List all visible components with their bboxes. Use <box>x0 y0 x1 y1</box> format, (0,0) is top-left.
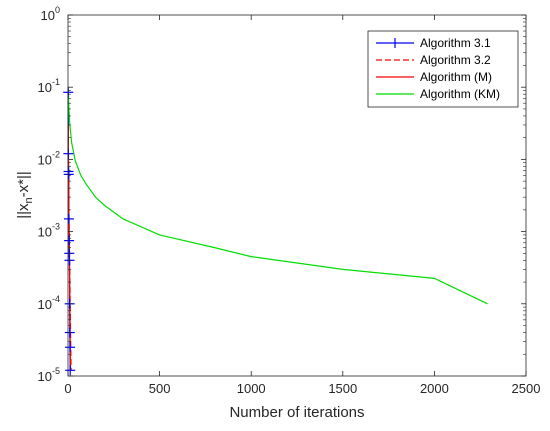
y-tick-label-exponent: 0 <box>55 5 60 15</box>
y-tick-label: 100 <box>41 5 60 23</box>
y-axis-label-base: ||x <box>15 203 32 219</box>
legend: Algorithm 3.1 Algorithm 3.2 Algorithm (M) A… <box>367 30 519 108</box>
y-axis-label-sub: n <box>23 197 35 203</box>
y-tick-label-exponent: -3 <box>52 222 60 232</box>
series-marker <box>65 365 76 376</box>
x-tick-label: 0 <box>64 381 71 396</box>
y-tick-label-exponent: -5 <box>52 366 60 376</box>
series-line <box>67 87 488 305</box>
y-tick-label-base: 10 <box>38 225 52 240</box>
y-tick-label: 10-4 <box>38 294 60 312</box>
tick-labels-layer: 0 500 1000 1500 2000 250010-510-410-310-210-1… <box>38 5 541 396</box>
legend-label: Algorithm (KM) <box>420 87 500 101</box>
series-marker <box>64 235 75 246</box>
y-tick-label-exponent: -4 <box>52 294 60 304</box>
x-tick-label: 500 <box>149 381 171 396</box>
x-tick-label: 2500 <box>512 381 541 396</box>
y-tick-label-base: 10 <box>38 80 52 95</box>
legend-label: Algorithm 3.1 <box>420 36 491 50</box>
ticks-layer <box>67 14 527 377</box>
legend-label: Algorithm (M) <box>420 70 492 84</box>
y-tick-label: 10-2 <box>38 149 60 167</box>
y-tick-label-base: 10 <box>38 152 52 167</box>
series-marker <box>63 213 74 224</box>
y-tick-label: 10-5 <box>38 366 60 384</box>
y-axis-label-tail: -x*|| <box>15 171 32 197</box>
y-tick-label-base: 10 <box>41 8 55 23</box>
y-tick-label: 10-3 <box>38 222 60 240</box>
y-tick-label-exponent: -1 <box>52 77 60 87</box>
series-marker <box>65 342 76 353</box>
y-tick-label: 10-1 <box>38 77 60 95</box>
x-tick-label: 1500 <box>328 381 357 396</box>
y-tick-label-base: 10 <box>38 369 52 384</box>
x-axis-label: Number of iterations <box>229 404 364 421</box>
x-tick-label: 1000 <box>237 381 266 396</box>
x-tick-label: 2000 <box>420 381 449 396</box>
series-marker <box>63 169 74 180</box>
y-tick-label-base: 10 <box>38 297 52 312</box>
legend-label: Algorithm 3.2 <box>420 53 491 67</box>
y-axis-label: ||xn-x*|| <box>15 171 35 219</box>
plot-frame <box>67 14 527 377</box>
y-tick-label-exponent: -2 <box>52 149 60 159</box>
